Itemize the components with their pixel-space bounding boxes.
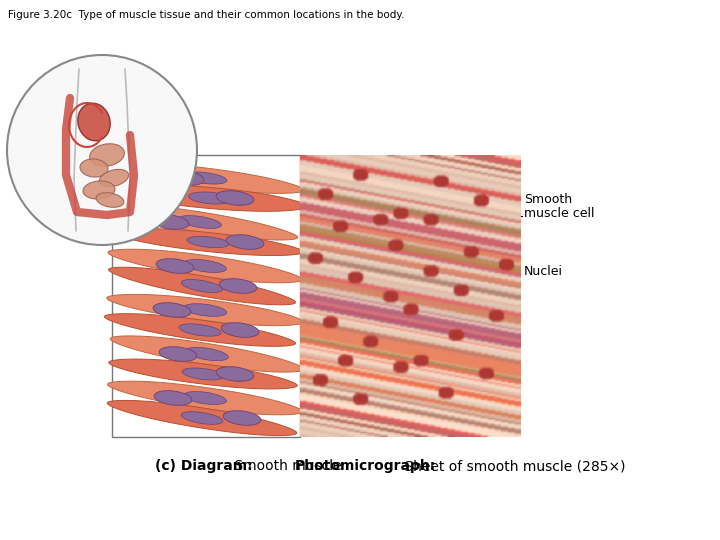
- Ellipse shape: [189, 192, 231, 204]
- Polygon shape: [107, 294, 303, 326]
- Polygon shape: [110, 336, 304, 372]
- Ellipse shape: [156, 259, 194, 273]
- Ellipse shape: [219, 279, 257, 293]
- Ellipse shape: [181, 411, 223, 424]
- Ellipse shape: [166, 171, 204, 185]
- Ellipse shape: [99, 170, 129, 187]
- Polygon shape: [107, 401, 297, 436]
- Polygon shape: [106, 163, 305, 193]
- Ellipse shape: [187, 237, 229, 248]
- Polygon shape: [107, 381, 302, 415]
- Polygon shape: [109, 267, 295, 305]
- Ellipse shape: [186, 347, 228, 361]
- Ellipse shape: [223, 411, 261, 426]
- Ellipse shape: [216, 367, 254, 381]
- Ellipse shape: [179, 215, 222, 228]
- Ellipse shape: [151, 215, 189, 230]
- Ellipse shape: [80, 159, 108, 177]
- Ellipse shape: [221, 323, 259, 338]
- Text: Nuclei: Nuclei: [524, 265, 563, 278]
- Bar: [112, 155, 300, 437]
- Ellipse shape: [179, 324, 221, 336]
- Ellipse shape: [226, 235, 264, 249]
- Ellipse shape: [153, 303, 191, 318]
- Circle shape: [7, 55, 197, 245]
- Ellipse shape: [184, 303, 227, 316]
- Text: Smooth muscle: Smooth muscle: [230, 459, 341, 473]
- Text: Figure 3.20c  Type of muscle tissue and their common locations in the body.: Figure 3.20c Type of muscle tissue and t…: [8, 10, 405, 20]
- Text: Photomicrograph:: Photomicrograph:: [295, 459, 436, 473]
- Ellipse shape: [182, 368, 224, 380]
- Text: Sheet of smooth muscle (285×): Sheet of smooth muscle (285×): [400, 459, 626, 473]
- Polygon shape: [112, 228, 303, 255]
- Polygon shape: [102, 204, 298, 240]
- Ellipse shape: [83, 181, 115, 199]
- Ellipse shape: [154, 390, 192, 406]
- Ellipse shape: [90, 144, 125, 166]
- Ellipse shape: [183, 172, 227, 184]
- Polygon shape: [108, 249, 302, 283]
- Polygon shape: [113, 185, 307, 211]
- Polygon shape: [104, 314, 296, 346]
- Text: (c) Diagram:: (c) Diagram:: [155, 459, 253, 473]
- Ellipse shape: [216, 191, 254, 205]
- Ellipse shape: [184, 260, 226, 273]
- Ellipse shape: [78, 103, 110, 141]
- Text: muscle cell: muscle cell: [524, 207, 595, 220]
- Text: Smooth: Smooth: [524, 193, 572, 206]
- Ellipse shape: [96, 193, 124, 207]
- Ellipse shape: [159, 347, 197, 361]
- Polygon shape: [109, 359, 297, 389]
- Ellipse shape: [184, 392, 227, 404]
- Ellipse shape: [181, 280, 222, 293]
